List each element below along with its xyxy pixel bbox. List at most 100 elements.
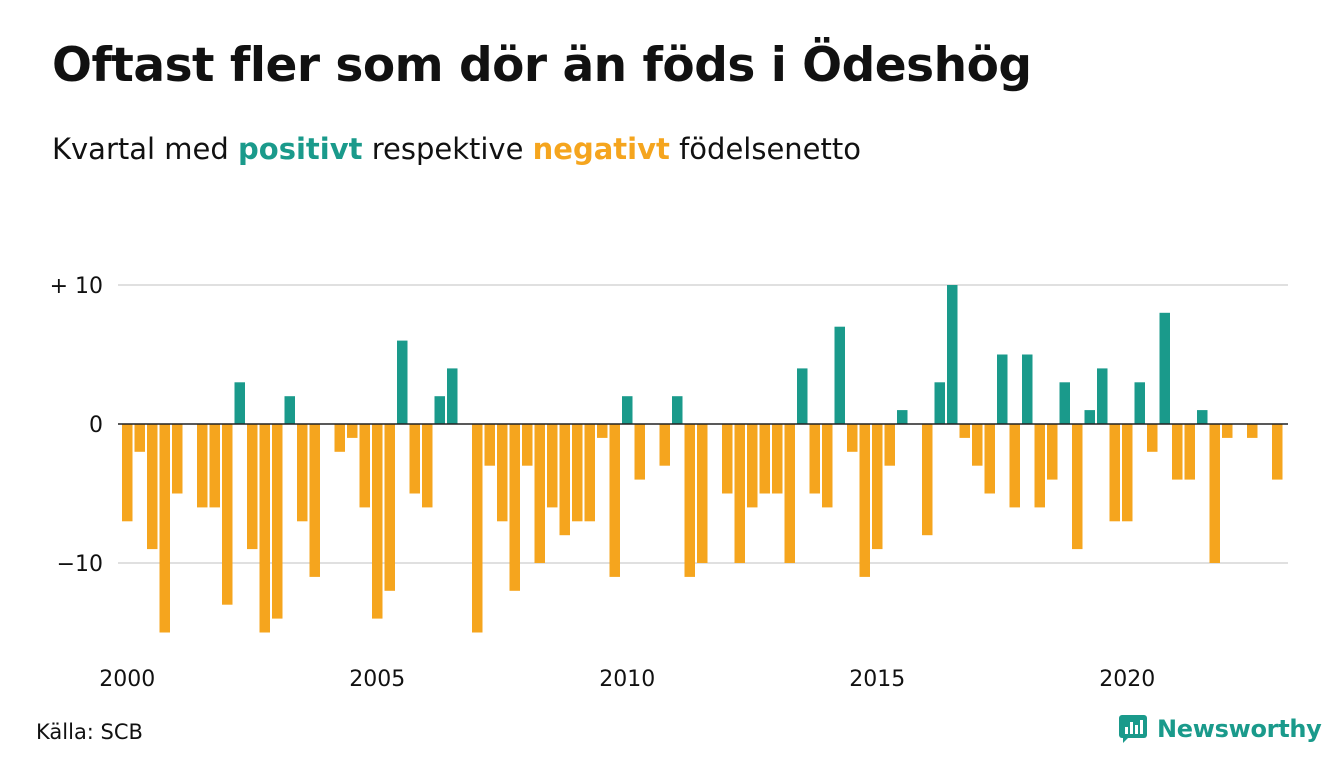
bar-negative <box>309 424 320 577</box>
bar-negative <box>984 424 995 494</box>
bar-negative <box>734 424 745 563</box>
bar-negative <box>822 424 833 508</box>
bar-negative <box>1247 424 1258 438</box>
bar-positive <box>997 354 1008 424</box>
bar-negative <box>747 424 758 508</box>
bar-negative <box>472 424 483 633</box>
bar-negative <box>859 424 870 577</box>
bar-negative <box>809 424 820 494</box>
bar-negative <box>972 424 983 466</box>
subtitle-text-start: Kvartal med <box>52 132 229 166</box>
bar-negative <box>1184 424 1195 480</box>
bar-positive <box>934 382 945 424</box>
bar-negative <box>122 424 133 522</box>
bar-negative <box>334 424 345 452</box>
bar-positive <box>1084 410 1095 424</box>
bar-negative <box>1072 424 1083 550</box>
bar-negative <box>209 424 220 508</box>
bar-negative <box>634 424 645 480</box>
bar-positive <box>1159 312 1170 424</box>
bar-negative <box>772 424 783 494</box>
bar-positive <box>797 368 808 424</box>
bar-negative <box>359 424 370 508</box>
y-tick-label: −10 <box>57 552 103 577</box>
bar-negative <box>159 424 170 633</box>
chart-bubble-icon <box>1119 715 1147 743</box>
bar-negative <box>1034 424 1045 508</box>
bar-negative <box>1147 424 1158 452</box>
bar-negative <box>384 424 395 591</box>
x-tick-label: 2005 <box>349 667 405 692</box>
bar-negative <box>547 424 558 508</box>
bar-negative <box>697 424 708 563</box>
y-tick-label: 0 <box>89 413 103 438</box>
bar-negative <box>1047 424 1058 480</box>
bar-positive <box>447 368 458 424</box>
bar-negative <box>297 424 308 522</box>
bar-negative <box>497 424 508 522</box>
bar-negative <box>272 424 283 619</box>
bar-positive <box>672 396 683 424</box>
x-tick-label: 2000 <box>99 667 155 692</box>
bar-negative <box>1122 424 1133 522</box>
bar-positive <box>622 396 633 424</box>
x-tick-label: 2010 <box>599 667 655 692</box>
bar-negative <box>959 424 970 438</box>
bar-negative <box>784 424 795 563</box>
bar-negative <box>1109 424 1120 522</box>
bar-negative <box>372 424 383 619</box>
bar-negative <box>1222 424 1233 438</box>
y-tick-label: + 10 <box>50 274 103 299</box>
legend-positive: positivt <box>238 132 363 166</box>
bar-negative <box>247 424 258 550</box>
bar-positive <box>434 396 445 424</box>
bar-chart: + 10 0 −10 2000 2005 2010 2015 2020 <box>50 274 1288 692</box>
bar-positive <box>1197 410 1208 424</box>
bar-negative <box>584 424 595 522</box>
bar-negative <box>872 424 883 550</box>
bar-negative <box>484 424 495 466</box>
bar-positive <box>1134 382 1145 424</box>
bar-negative <box>684 424 695 577</box>
bar-negative <box>1009 424 1020 508</box>
bar-positive <box>397 340 408 424</box>
bar-negative <box>847 424 858 452</box>
bar-negative <box>347 424 358 438</box>
bar-negative <box>759 424 770 494</box>
bar-negative <box>422 424 433 508</box>
bar-positive <box>234 382 245 424</box>
bar-negative <box>534 424 545 563</box>
brand-logo: Newsworthy <box>1118 714 1322 744</box>
bar-negative <box>1172 424 1183 480</box>
subtitle-text-middle: respektive <box>371 132 524 166</box>
legend-negative: negativt <box>532 132 670 166</box>
bar-negative <box>884 424 895 466</box>
x-tick-label: 2015 <box>849 667 905 692</box>
bar-positive <box>947 285 958 424</box>
bar-negative <box>609 424 620 577</box>
bar-negative <box>222 424 233 605</box>
bar-negative <box>659 424 670 466</box>
bar-negative <box>134 424 145 452</box>
bar-negative <box>1209 424 1220 563</box>
bar-negative <box>172 424 183 494</box>
bar-positive <box>834 326 845 424</box>
bar-positive <box>1097 368 1108 424</box>
bar-negative <box>147 424 158 550</box>
x-tick-label: 2020 <box>1099 667 1155 692</box>
bar-negative <box>572 424 583 522</box>
chart-title: Oftast fler som dör än föds i Ödeshög <box>52 38 1032 93</box>
bar-positive <box>1022 354 1033 424</box>
subtitle-text-end: födelsenetto <box>679 132 861 166</box>
bar-positive <box>284 396 295 424</box>
bar-negative <box>259 424 270 633</box>
bar-negative <box>597 424 608 438</box>
chart-subtitle: Kvartal med positivt respektive negativt… <box>52 132 861 166</box>
x-axis-ticks: 2000 2005 2010 2015 2020 <box>99 667 1155 692</box>
source-note: Källa: SCB <box>36 720 143 744</box>
bar-negative <box>1272 424 1283 480</box>
bar-positive <box>1059 382 1070 424</box>
bar-negative <box>409 424 420 494</box>
bar-positive <box>897 410 908 424</box>
brand-name: Newsworthy <box>1157 715 1322 743</box>
